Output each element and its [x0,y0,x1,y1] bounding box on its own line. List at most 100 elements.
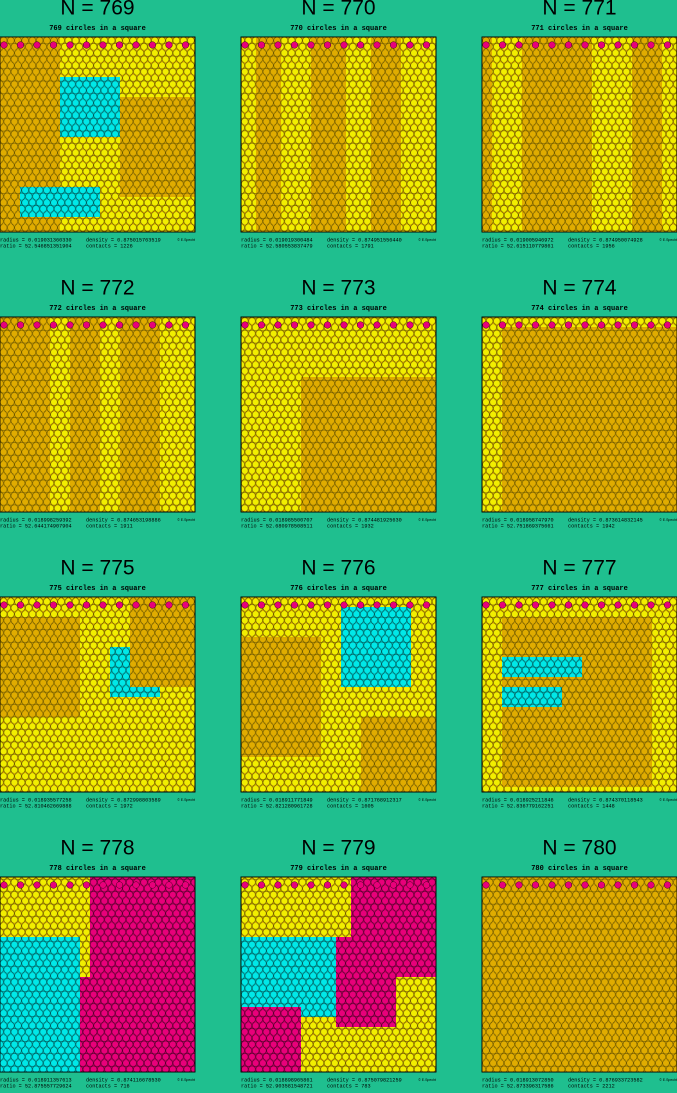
contacts-text: contacts = 1956 [568,243,615,249]
radius-text: radius = 0.018913072850 [482,1077,554,1083]
rattler [548,41,556,49]
rattler [356,321,365,329]
packing-region [0,937,80,1072]
rattler [531,321,540,329]
rattler [498,881,507,889]
rattler [290,321,299,329]
packing-region [241,937,341,1017]
contacts-text: contacts = 1448 [568,803,615,809]
rattler [548,601,556,609]
packing-border [240,36,437,233]
rattler [406,881,414,889]
rattler [33,601,41,609]
rattler [148,41,157,49]
rattler [274,321,282,329]
rattler [581,321,589,329]
credit-text: © E.Specht [177,1078,195,1082]
panel-title: N = 774 [542,277,616,300]
packing-region [502,657,582,677]
rattler [548,321,556,329]
rattler [663,41,672,49]
rattler [564,41,573,49]
rattler [389,41,398,49]
rattler [614,881,622,889]
rattler [99,881,107,889]
rattler [406,601,414,609]
rattler [630,601,639,609]
panel: N = 779 779 circles in a square radius = 0… [240,837,437,1089]
rattler [597,601,606,609]
rattler [564,321,573,329]
panel-subtitle: 780 circles in a square [531,865,628,873]
packing-border [481,876,677,1073]
rattler [82,41,91,49]
panel-subtitle: 775 circles in a square [49,585,146,593]
radius-text: radius = 0.018925211846 [482,797,554,803]
rattler [49,881,58,889]
radius-text: radius = 0.018898965861 [241,1077,313,1083]
rattler [307,321,315,329]
rattler [241,601,249,609]
rattler [99,41,107,49]
rattler [0,881,8,889]
rattler [515,321,523,329]
panel-subtitle: 778 circles in a square [49,865,146,873]
panel-title: N = 778 [60,837,134,860]
contacts-text: contacts = 1932 [327,523,374,529]
ratio-text: ratio = 52.580553837479 [241,243,313,249]
rattler [148,321,157,329]
rattler [33,881,41,889]
packing-region [256,37,281,232]
credit-text: © E.Specht [659,238,677,242]
rattler [257,881,266,889]
rattler [389,601,398,609]
rattler [581,881,589,889]
credit-text: © E.Specht [177,238,195,242]
packing-region [60,77,120,137]
density-text: density = 0.873614832145 [568,517,643,523]
packing-region [522,37,592,232]
rattler [181,601,190,609]
rattler [422,601,431,609]
rattler [630,41,639,49]
rattler [340,881,348,889]
rattler [406,41,414,49]
contacts-text: contacts = 1226 [86,243,133,249]
rattler [165,881,173,889]
rattler [614,41,622,49]
panel-title: N = 772 [60,277,134,300]
rattler [356,41,365,49]
credit-text: © E.Specht [177,518,195,522]
panel: N = 769 769 circles in a square radius = 0… [0,0,196,249]
credit-text: © E.Specht [659,518,677,522]
packing-region [361,717,436,792]
radius-text: radius = 0.018958747970 [482,517,554,523]
panel-subtitle: 777 circles in a square [531,585,628,593]
rattler [290,601,299,609]
rattler [290,41,299,49]
packing-region [482,37,492,232]
rattler [340,601,348,609]
packing-border [481,596,677,793]
rattler [132,41,140,49]
rattler [581,601,589,609]
rattler [647,321,655,329]
packing-region [336,937,396,1027]
panel-subtitle: 776 circles in a square [290,585,387,593]
packing-region [241,1007,301,1072]
panel: N = 775 775 circles in a square radius = 0… [0,557,196,809]
rattler [356,601,365,609]
rattler [663,321,672,329]
packing-region [0,617,80,717]
rattler [82,321,91,329]
contacts-text: contacts = 1911 [86,523,133,529]
rattler [148,881,157,889]
packing-region [502,687,562,707]
panel: N = 778 778 circles in a square radius = 0… [0,837,196,1089]
rattler [323,601,332,609]
rattler [515,41,523,49]
rattler [531,601,540,609]
radius-text: radius = 0.018998259392 [0,517,72,523]
panel-title: N = 776 [301,557,375,580]
